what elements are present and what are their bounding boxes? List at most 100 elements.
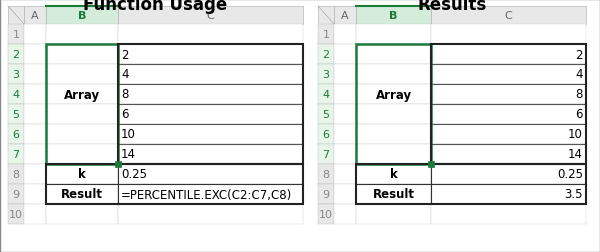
Bar (431, 124, 586, 144)
Bar (8, 164, 24, 184)
Bar (318, 45, 334, 65)
Bar (46, 7, 118, 25)
Text: 4: 4 (322, 90, 329, 100)
Bar (24, 85, 46, 105)
Bar (46, 164, 118, 184)
Bar (46, 105, 118, 124)
Text: 6: 6 (13, 130, 19, 139)
Text: =PERCENTILE.EXC(C2:C7,C8): =PERCENTILE.EXC(C2:C7,C8) (121, 188, 292, 201)
Text: 0.25: 0.25 (121, 168, 147, 181)
Text: Result: Result (373, 188, 415, 201)
Bar (24, 65, 46, 85)
Bar (356, 85, 431, 105)
Bar (356, 45, 431, 65)
Bar (8, 105, 24, 124)
Text: 7: 7 (13, 149, 20, 159)
Text: 6: 6 (575, 108, 583, 121)
Bar (8, 45, 24, 65)
Text: 3.5: 3.5 (565, 188, 583, 201)
Text: 4: 4 (13, 90, 20, 100)
Bar (24, 144, 46, 164)
Bar (356, 7, 431, 25)
Text: 6: 6 (121, 108, 128, 121)
Bar (24, 105, 46, 124)
Bar (356, 65, 431, 85)
Text: 9: 9 (322, 189, 329, 199)
Text: 2: 2 (322, 50, 329, 60)
Text: 7: 7 (322, 149, 329, 159)
Text: 8: 8 (121, 88, 128, 101)
Bar (8, 184, 24, 204)
Bar (24, 124, 46, 144)
Bar (46, 45, 118, 65)
Bar (334, 7, 356, 25)
Bar (318, 65, 334, 85)
Bar (334, 105, 356, 124)
Bar (8, 25, 24, 45)
Bar (118, 7, 303, 25)
Bar (356, 164, 431, 184)
Bar (356, 164, 586, 204)
Text: 2: 2 (575, 48, 583, 61)
Bar (334, 124, 356, 144)
Bar (334, 85, 356, 105)
Bar (46, 65, 118, 85)
Bar (118, 124, 303, 144)
Bar (356, 45, 431, 164)
Bar (431, 85, 586, 105)
Bar (115, 161, 121, 167)
Text: 9: 9 (13, 189, 20, 199)
Bar (118, 45, 303, 164)
Text: 14: 14 (568, 148, 583, 161)
Bar (118, 144, 303, 164)
Bar (8, 144, 24, 164)
Text: k: k (78, 168, 86, 181)
Bar (318, 164, 334, 184)
Text: Results: Results (418, 0, 487, 14)
Bar (46, 45, 118, 164)
Text: 6: 6 (323, 130, 329, 139)
Bar (431, 144, 586, 164)
Bar (318, 144, 334, 164)
Bar (118, 184, 303, 204)
Bar (46, 204, 118, 224)
Text: Array: Array (64, 88, 100, 101)
Bar (24, 45, 46, 65)
Text: C: C (505, 11, 512, 21)
Bar (334, 204, 356, 224)
Bar (334, 65, 356, 85)
Text: Result: Result (61, 188, 103, 201)
Text: 14: 14 (121, 148, 136, 161)
Text: 2: 2 (13, 50, 20, 60)
Text: 5: 5 (13, 110, 19, 119)
Bar (46, 25, 118, 45)
Bar (356, 184, 431, 204)
Bar (8, 65, 24, 85)
Text: 10: 10 (9, 209, 23, 219)
Bar (431, 184, 586, 204)
Bar (46, 144, 118, 164)
Bar (24, 25, 46, 45)
Bar (356, 25, 431, 45)
Text: 3: 3 (13, 70, 19, 80)
Text: 2: 2 (121, 48, 128, 61)
Bar (356, 144, 431, 164)
Bar (334, 25, 356, 45)
Bar (318, 7, 334, 25)
Bar (118, 65, 303, 85)
Bar (431, 45, 586, 65)
Bar (24, 164, 46, 184)
Text: 0.25: 0.25 (557, 168, 583, 181)
Bar (46, 184, 118, 204)
Text: 4: 4 (121, 68, 128, 81)
Bar (428, 161, 434, 167)
Bar (431, 45, 586, 164)
Text: Function Usage: Function Usage (83, 0, 227, 14)
Text: Array: Array (376, 88, 412, 101)
Bar (118, 45, 303, 65)
Text: 10: 10 (568, 128, 583, 141)
Bar (356, 124, 431, 144)
Bar (431, 7, 586, 25)
Bar (318, 85, 334, 105)
Bar (8, 85, 24, 105)
